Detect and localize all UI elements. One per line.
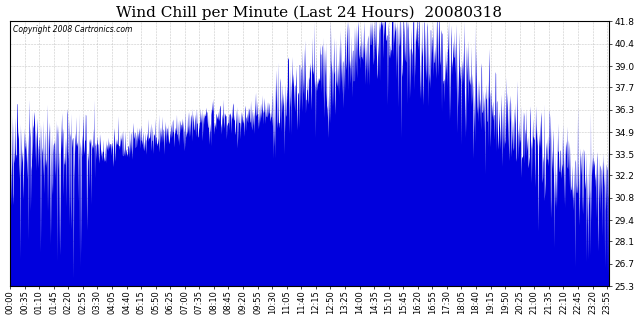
- Text: Copyright 2008 Cartronics.com: Copyright 2008 Cartronics.com: [13, 25, 132, 34]
- Title: Wind Chill per Minute (Last 24 Hours)  20080318: Wind Chill per Minute (Last 24 Hours) 20…: [116, 5, 502, 20]
